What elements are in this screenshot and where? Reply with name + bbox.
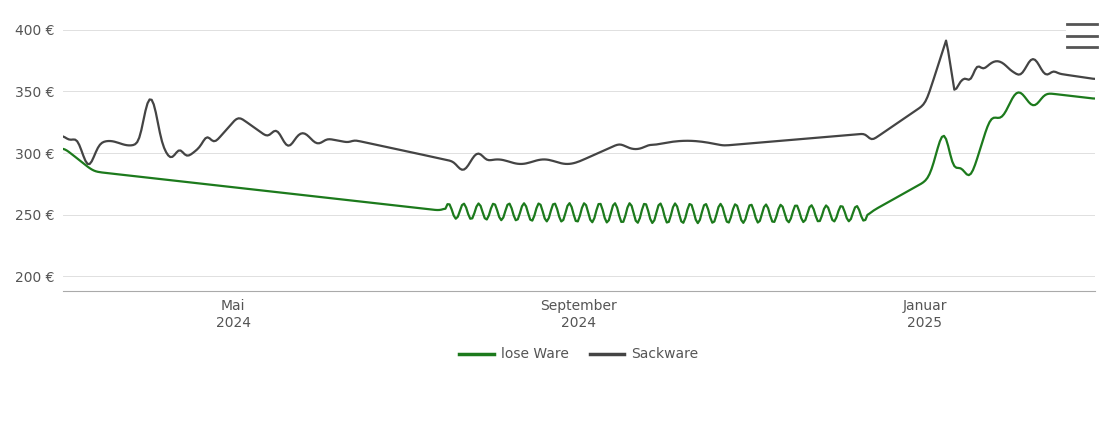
Legend: lose Ware, Sackware: lose Ware, Sackware [454,342,704,367]
